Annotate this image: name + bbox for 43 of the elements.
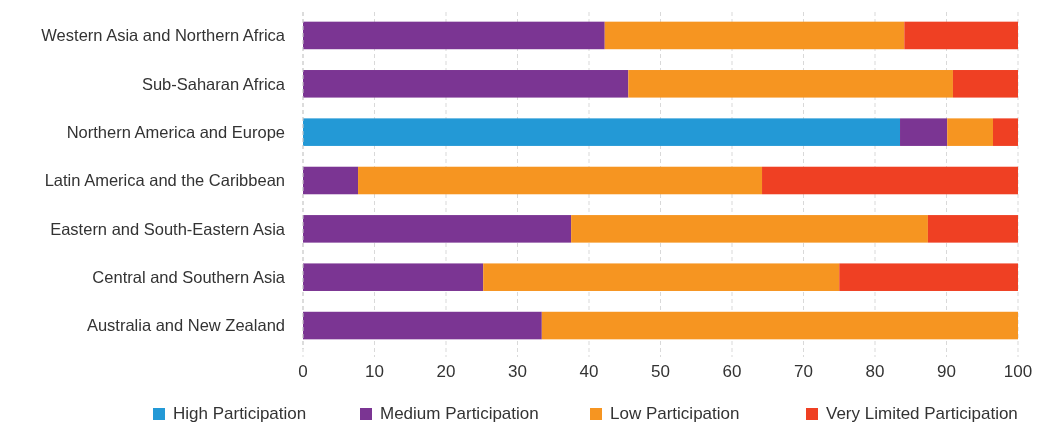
x-tick-label: 10	[365, 362, 384, 381]
y-tick-label: Latin America and the Caribbean	[44, 171, 285, 190]
x-tick-label: 80	[865, 362, 885, 381]
y-tick-label: Sub-Saharan Africa	[141, 74, 286, 93]
bar	[900, 118, 948, 146]
x-tick-label: 30	[508, 362, 527, 381]
x-tick-label: 50	[651, 362, 670, 381]
bar	[303, 215, 572, 243]
bar	[904, 21, 1018, 50]
bar	[541, 311, 1018, 340]
x-tick-label: 70	[794, 362, 813, 381]
bar	[483, 263, 840, 291]
bar	[839, 263, 1018, 291]
bar	[303, 118, 901, 146]
x-tick-label: 40	[579, 362, 599, 381]
bar	[992, 118, 1018, 146]
bar	[947, 118, 993, 146]
bar	[571, 215, 928, 243]
legend-label: Very Limited Participation	[826, 404, 1018, 423]
bar	[358, 166, 763, 195]
bar	[303, 166, 359, 195]
x-tick-label: 90	[937, 362, 956, 381]
y-tick-label: Northern America and Europe	[66, 122, 285, 141]
bar	[628, 70, 953, 98]
legend-label: Low Participation	[610, 404, 740, 423]
bar	[927, 215, 1018, 243]
legend-label: Medium Participation	[380, 404, 539, 423]
bar	[303, 70, 629, 98]
y-tick-label: Australia and New Zealand	[86, 316, 285, 335]
bar	[303, 263, 484, 291]
bar	[762, 166, 1018, 195]
legend-label: High Participation	[173, 404, 307, 423]
x-tick-label: 60	[722, 362, 742, 381]
x-tick-label: 20	[436, 362, 456, 381]
bar	[952, 70, 1018, 98]
bar	[303, 21, 605, 50]
x-tick-label: 100	[1003, 362, 1033, 381]
y-tick-label: Eastern and South-Eastern Asia	[50, 219, 286, 238]
y-tick-label: Western Asia and Northern Africa	[41, 26, 286, 45]
bar	[303, 311, 542, 340]
x-tick-label: 0	[298, 362, 308, 381]
bar	[604, 21, 905, 50]
y-tick-label: Central and Southern Asia	[92, 267, 286, 286]
